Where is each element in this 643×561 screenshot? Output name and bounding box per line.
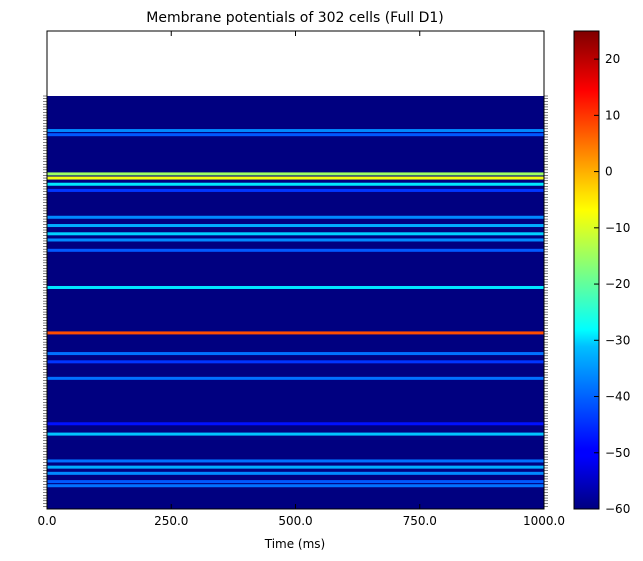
heatmap-row-10 [47,248,544,252]
heatmap-row-11 [47,285,544,289]
heatmap-row-1 [47,133,544,137]
cell-name-tick-labels [43,95,548,507]
heatmap-row-0 [47,129,544,133]
colorbar-tick-label: 0 [605,165,613,179]
heatmap-cells [47,96,544,509]
heatmap-row-18 [47,459,544,463]
heatmap-row-3 [47,176,544,180]
x-tick-label: 0.0 [37,514,56,528]
colorbar-tick-label: −10 [605,221,630,235]
colorbar-tick-label: −20 [605,277,630,291]
colorbar-tick-label: −40 [605,390,630,404]
x-axis-ticks: 0.0 250.0 500.0 750.0 1000.0 [37,31,565,528]
heatmap-background [47,96,544,509]
x-tick-label: 250.0 [154,514,188,528]
heatmap-row-15 [47,376,544,380]
heatmap-row-17 [47,432,544,436]
heatmap-row-13 [47,352,544,356]
heatmap-row-16 [47,422,544,426]
x-tick-label: 500.0 [278,514,312,528]
heatmap-row-6 [47,215,544,219]
colorbar-tick-label: 10 [605,108,620,122]
heatmap-row-12 [47,331,544,335]
heatmap-row-9 [47,238,544,242]
colorbar-tick-label: −30 [605,333,630,347]
heatmap-row-20 [47,471,544,475]
chart-title: Membrane potentials of 302 cells (Full D… [146,10,443,26]
heatmap-row-22 [47,484,544,488]
x-tick-label: 750.0 [403,514,437,528]
heatmap-row-2 [47,172,544,176]
heatmap-row-5 [47,188,544,192]
colorbar-ticks: 20 10 0 −10 −20 −30 −40 −50 −60 [594,52,630,516]
x-tick-label: 1000.0 [523,514,565,528]
x-axis-label: Time (ms) [264,537,326,551]
colorbar-tick-label: −50 [605,446,630,460]
heatmap-row-8 [47,232,544,236]
heatmap-row-19 [47,465,544,469]
heatmap-row-14 [47,360,544,364]
heatmap-row-21 [47,480,544,484]
heatmap-row-4 [47,182,544,186]
heatmap-row-7 [47,224,544,228]
colorbar-tick-label: 20 [605,52,620,66]
colorbar [573,30,600,510]
colorbar-tick-label: −60 [605,502,630,516]
